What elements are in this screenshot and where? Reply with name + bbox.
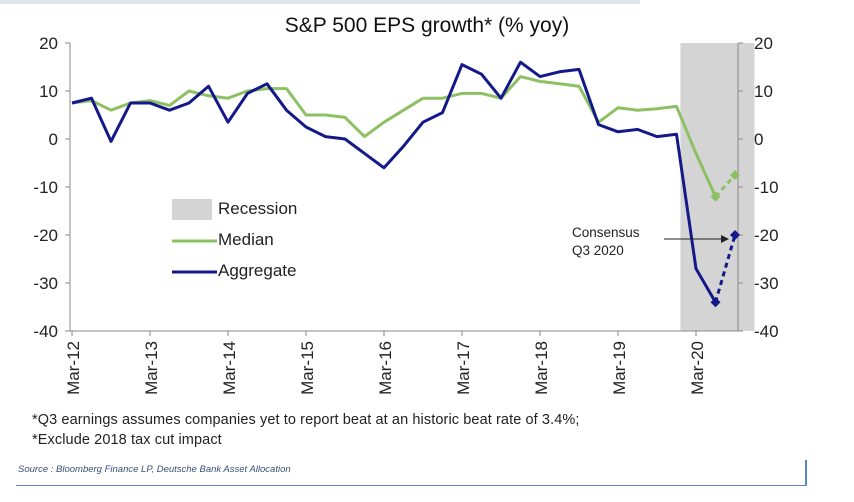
series-marker-last-aggregate <box>710 297 721 308</box>
legend-label-recession: Recession <box>218 199 298 218</box>
y-tick-label-right-0: 20 <box>754 34 773 53</box>
y-tick-label-left-3: -10 <box>33 178 58 197</box>
source-divider-tick <box>805 460 807 486</box>
series-line-aggregate <box>71 60 717 303</box>
chart-title: S&P 500 EPS growth* (% yoy) <box>284 14 570 37</box>
y-tick-label-left-1: 10 <box>39 82 58 101</box>
consensus-annotation: Consensus Q3 2020 <box>572 224 640 260</box>
legend-swatch-recession <box>172 199 212 220</box>
consensus-annotation-line1: Consensus <box>572 225 640 240</box>
recession-layer <box>680 43 755 331</box>
x-tick-label-5: Mar-17 <box>454 341 473 395</box>
x-tick-label-1: Mar-13 <box>142 341 161 395</box>
source-divider <box>16 485 806 486</box>
y-tick-label-left-4: -20 <box>33 226 58 245</box>
y-tick-label-left-6: -40 <box>33 322 58 341</box>
y-tick-label-right-4: -20 <box>754 226 779 245</box>
series-consensus-dash-aggregate <box>714 234 737 303</box>
y-tick-label-right-1: 10 <box>754 82 773 101</box>
x-tick-label-7: Mar-19 <box>610 341 629 395</box>
legend-label-median: Median <box>218 230 274 249</box>
y-tick-label-left-0: 20 <box>39 34 58 53</box>
footnote-1: *Q3 earnings assumes companies yet to re… <box>32 412 580 428</box>
series-marker-last-median <box>710 191 721 202</box>
source-line: Source : Bloomberg Finance LP, Deutsche … <box>18 464 291 475</box>
consensus-annotation-line2: Q3 2020 <box>572 243 624 258</box>
axes-layer: 20 20 10 10 0 0 -10 -10 -20 -20 -30 -30 -40 -40 Mar-12… <box>33 34 778 395</box>
x-tick-label-2: Mar-14 <box>220 341 239 395</box>
series-line-median <box>71 75 717 198</box>
eps-growth-chart: 20 20 10 10 0 0 -10 -10 -20 -20 -30 -30 -40 -40 Mar-12… <box>33 34 778 395</box>
series-marker-consensus-median <box>730 170 740 180</box>
y-tick-label-right-2: 0 <box>754 130 763 149</box>
y-tick-label-left-5: -30 <box>33 274 58 293</box>
x-tick-label-3: Mar-15 <box>298 341 317 395</box>
legend-label-aggregate: Aggregate <box>218 261 297 280</box>
y-tick-label-right-3: -10 <box>754 178 779 197</box>
y-tick-label-left-2: 0 <box>49 130 58 149</box>
top-edge-strip <box>0 0 640 4</box>
series-layer <box>71 60 740 308</box>
recession-band <box>680 43 755 331</box>
series-consensus-dash-median <box>714 173 737 198</box>
x-tick-label-6: Mar-18 <box>532 341 551 395</box>
x-tick-label-0: Mar-12 <box>64 341 83 395</box>
y-tick-label-right-6: -40 <box>754 322 779 341</box>
x-tick-label-8: Mar-20 <box>688 341 707 395</box>
y-tick-label-right-5: -30 <box>754 274 779 293</box>
series-marker-consensus-aggregate <box>730 230 740 240</box>
legend-layer <box>172 199 217 274</box>
x-tick-label-4: Mar-16 <box>376 341 395 395</box>
annotation-arrow-head <box>721 235 729 243</box>
footnote-2: *Exclude 2018 tax cut impact <box>32 432 222 448</box>
